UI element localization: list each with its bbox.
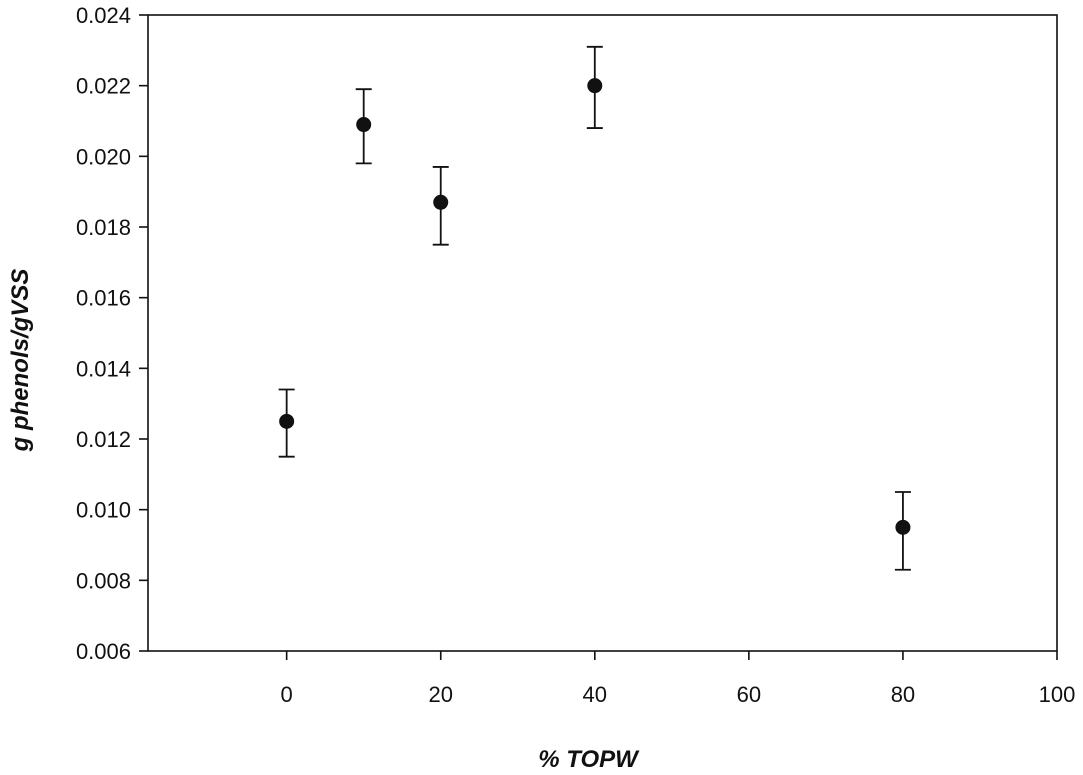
- y-tick-label: 0.024: [76, 3, 131, 28]
- data-points: [278, 45, 911, 571]
- x-tick-label: 0: [281, 682, 293, 707]
- y-tick-label: 0.020: [76, 144, 131, 169]
- y-tick-label: 0.022: [76, 74, 131, 99]
- data-point: [895, 519, 911, 535]
- y-tick-label: 0.014: [76, 356, 131, 381]
- data-point: [356, 117, 372, 133]
- y-axis-ticks: 0.006 0.008 0.010 0.012 0.014 0.016 0.018 0.020…: [76, 3, 148, 664]
- x-tick-label: 20: [428, 682, 452, 707]
- y-tick-label: 0.008: [76, 568, 131, 593]
- data-point: [433, 194, 449, 210]
- x-tick-label: 100: [1039, 682, 1076, 707]
- x-tick-label: 80: [891, 682, 915, 707]
- plot-frame: [147, 14, 1058, 652]
- y-tick-label: 0.006: [76, 639, 131, 664]
- y-tick-label: 0.018: [76, 215, 131, 240]
- x-tick-label: 40: [583, 682, 607, 707]
- y-tick-label: 0.016: [76, 286, 131, 311]
- y-tick-label: 0.012: [76, 427, 131, 452]
- x-axis-ticks: 0 20 40 60 80 100: [281, 651, 1076, 707]
- y-axis-title: g phenols/gVSS: [7, 269, 34, 453]
- data-point: [587, 78, 603, 94]
- data-point: [279, 413, 295, 429]
- x-axis-title: % TOPW: [538, 746, 640, 773]
- y-tick-label: 0.010: [76, 498, 131, 523]
- x-tick-label: 60: [737, 682, 761, 707]
